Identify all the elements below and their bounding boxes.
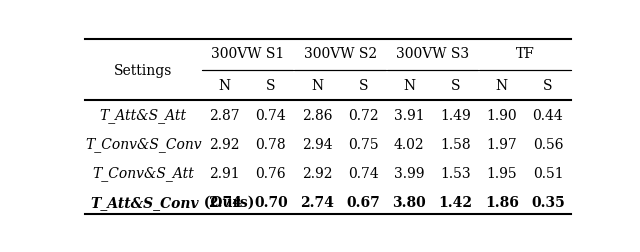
Text: 0.74: 0.74 (255, 109, 286, 122)
Text: 1.42: 1.42 (438, 195, 472, 209)
Text: 2.87: 2.87 (209, 109, 240, 122)
Text: 2.91: 2.91 (209, 166, 240, 180)
Text: 300VW S2: 300VW S2 (303, 47, 377, 60)
Text: 3.91: 3.91 (394, 109, 425, 122)
Text: 2.92: 2.92 (209, 137, 240, 151)
Text: 4.02: 4.02 (394, 137, 425, 151)
Text: 1.90: 1.90 (486, 109, 517, 122)
Text: T_Att&S_Att: T_Att&S_Att (100, 108, 187, 123)
Text: N: N (403, 79, 415, 93)
Text: 1.97: 1.97 (486, 137, 517, 151)
Text: 1.49: 1.49 (440, 109, 471, 122)
Text: 0.67: 0.67 (346, 195, 380, 209)
Text: 0.78: 0.78 (255, 137, 286, 151)
Text: T_Conv&S_Conv: T_Conv&S_Conv (85, 137, 202, 152)
Text: T_Att&S_Conv: T_Att&S_Conv (90, 195, 199, 209)
Text: 0.51: 0.51 (532, 166, 563, 180)
Text: 0.74: 0.74 (348, 166, 379, 180)
Text: S: S (451, 79, 460, 93)
Text: S: S (358, 79, 368, 93)
Text: Settings: Settings (114, 64, 172, 77)
Text: 3.99: 3.99 (394, 166, 424, 180)
Text: 0.44: 0.44 (532, 109, 563, 122)
Text: N: N (218, 79, 230, 93)
Text: 3.80: 3.80 (392, 195, 426, 209)
Text: 300VW S3: 300VW S3 (396, 47, 469, 60)
Text: 2.74: 2.74 (207, 195, 241, 209)
Text: 300VW S1: 300VW S1 (211, 47, 284, 60)
Text: 1.53: 1.53 (440, 166, 471, 180)
Text: 2.94: 2.94 (301, 137, 332, 151)
Text: 1.58: 1.58 (440, 137, 471, 151)
Text: TF: TF (515, 47, 534, 60)
Text: 0.75: 0.75 (348, 137, 378, 151)
Text: 0.56: 0.56 (532, 137, 563, 151)
Text: 0.72: 0.72 (348, 109, 378, 122)
Text: S: S (266, 79, 276, 93)
Text: 0.35: 0.35 (531, 195, 565, 209)
Text: 2.92: 2.92 (301, 166, 332, 180)
Text: 1.86: 1.86 (485, 195, 518, 209)
Text: 0.70: 0.70 (254, 195, 287, 209)
Text: (Ours): (Ours) (199, 195, 255, 209)
Text: T_Conv&S_Att: T_Conv&S_Att (92, 166, 194, 181)
Text: N: N (496, 79, 508, 93)
Text: 0.76: 0.76 (255, 166, 286, 180)
Text: N: N (311, 79, 323, 93)
Text: S: S (543, 79, 553, 93)
Text: 1.95: 1.95 (486, 166, 517, 180)
Text: 2.74: 2.74 (300, 195, 334, 209)
Text: 2.86: 2.86 (301, 109, 332, 122)
